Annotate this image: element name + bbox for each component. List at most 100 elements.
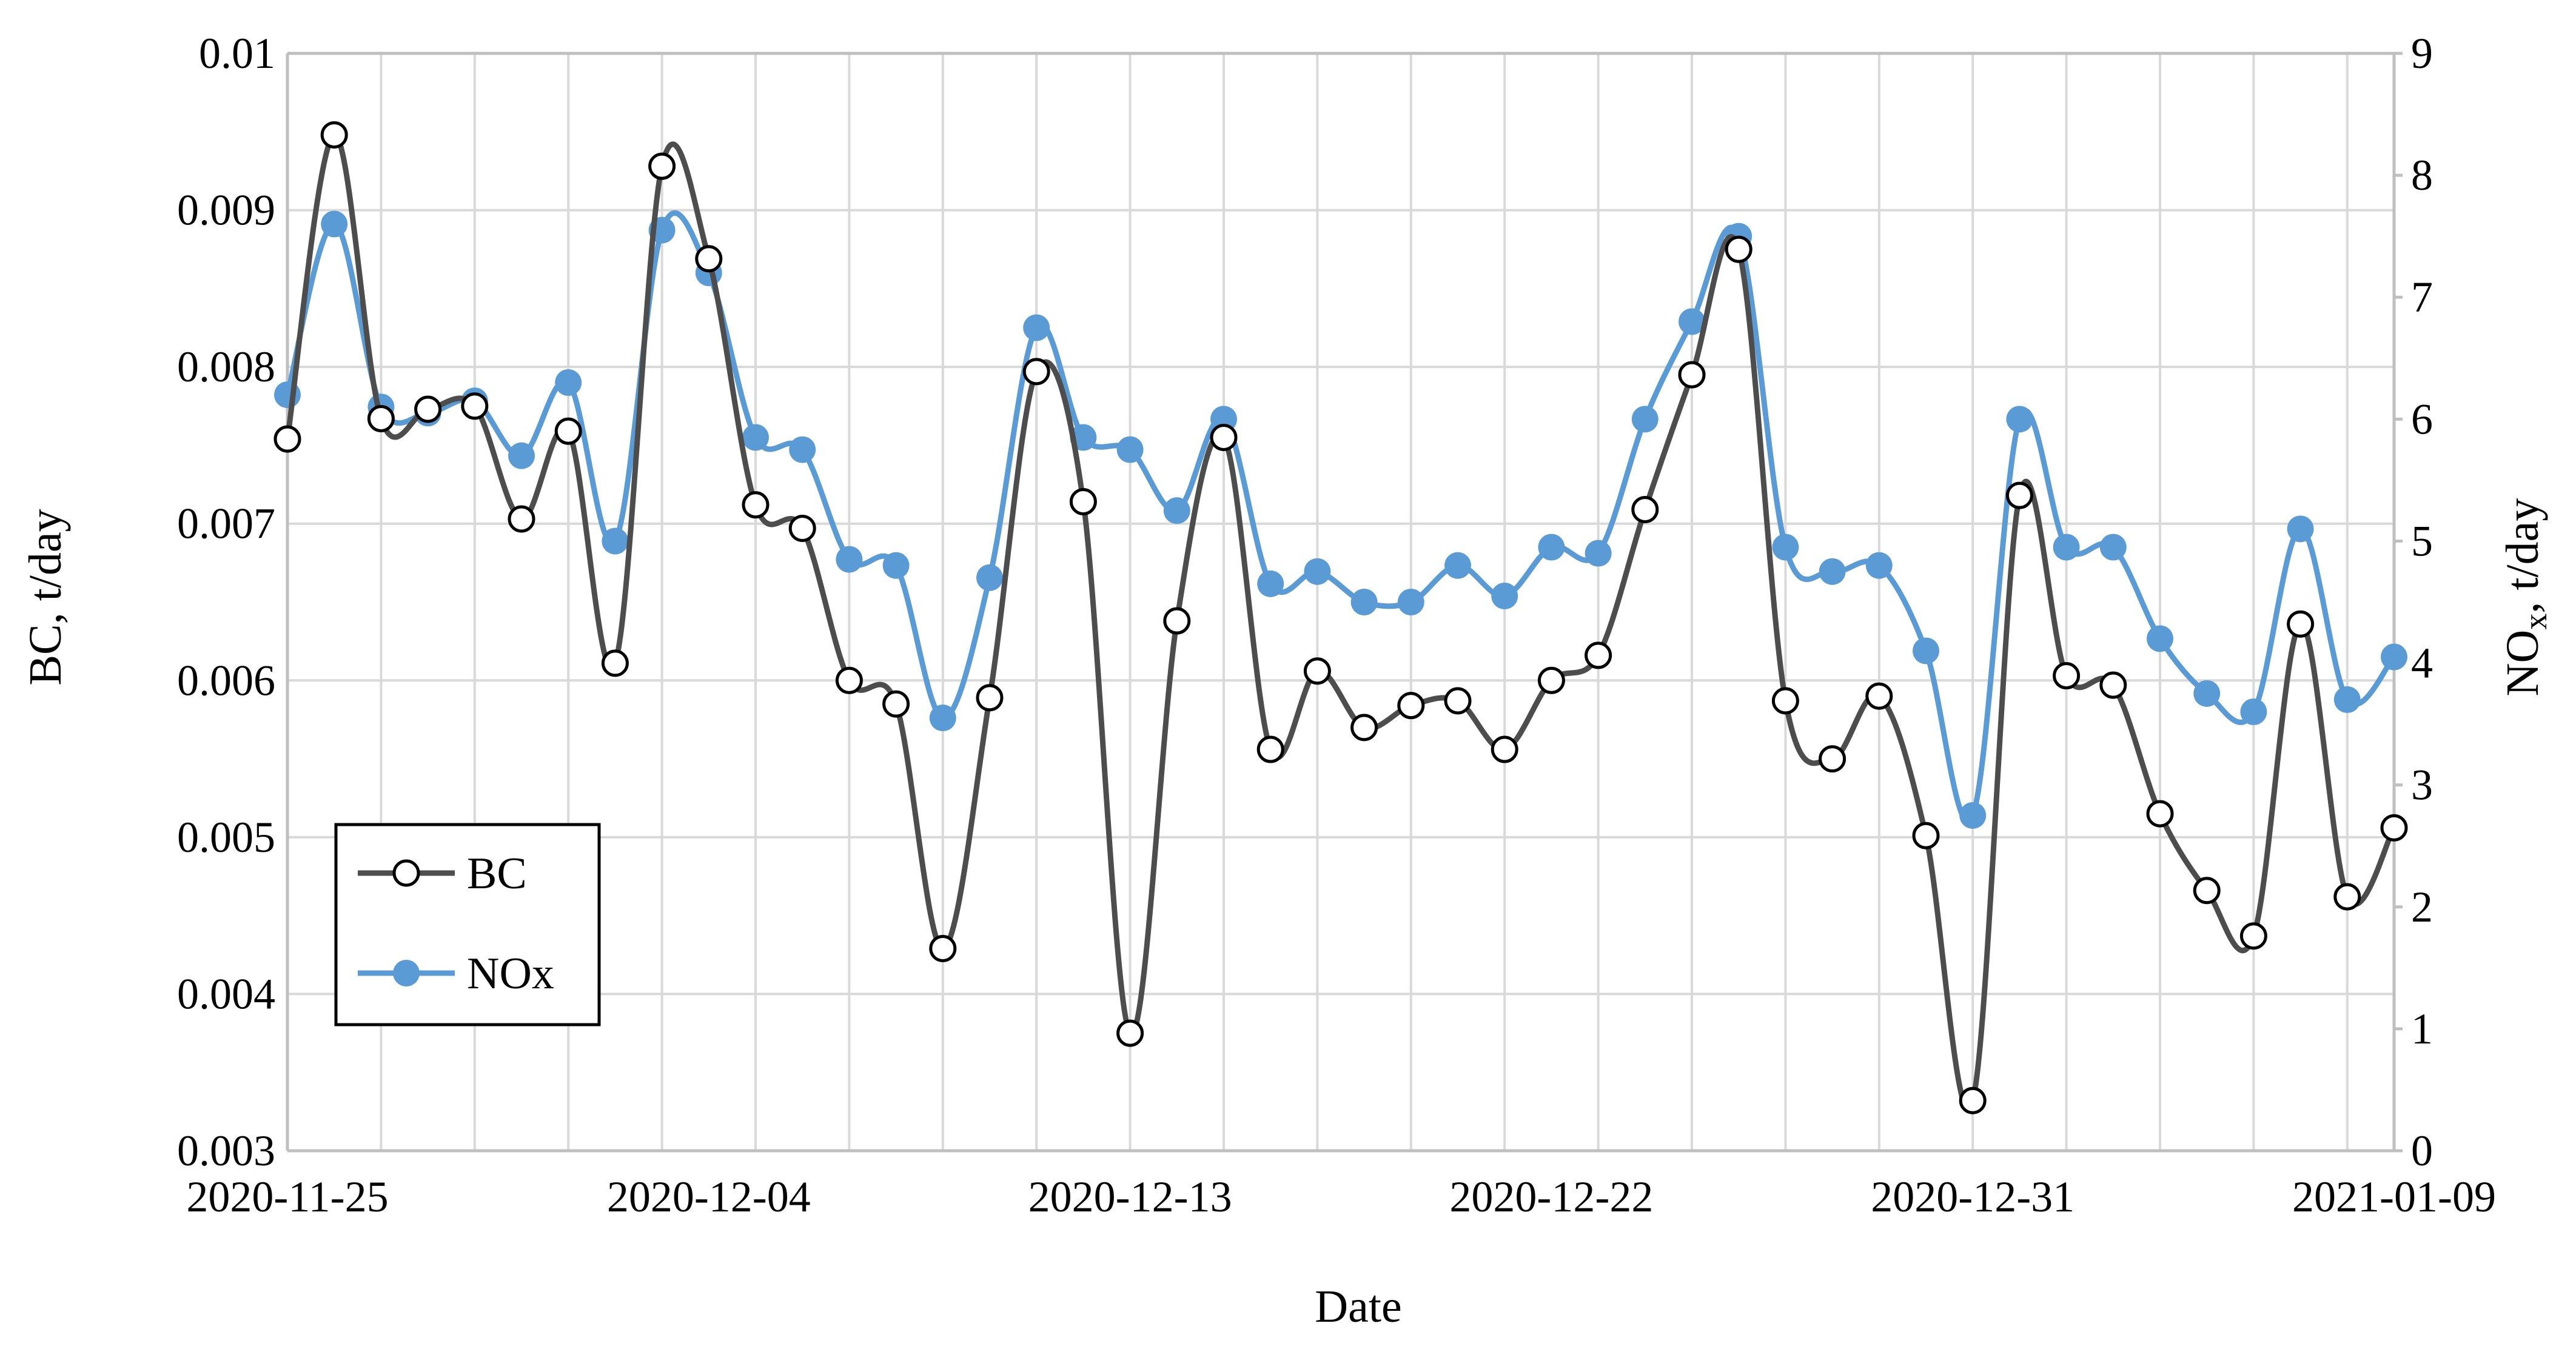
series-line-bc [284,132,2397,1111]
point-nox [742,424,769,451]
point-bc [1959,1087,1987,1114]
legend-nox-marker [393,960,420,986]
y-right-tick-label: 7 [2411,273,2433,321]
y-right-tick-label: 2 [2411,883,2433,931]
point-nox [1444,552,1471,579]
point-nox [789,436,816,463]
y-axis-right-title-unit: , t/day [2497,498,2548,614]
point-bc [1210,424,1238,451]
point-bc [976,684,1004,712]
y-left-tick-label: 0.003 [177,1127,275,1175]
point-bc [1631,495,1659,523]
y-axis-right-title-text: NO [2497,630,2548,697]
point-nox [1679,308,1705,335]
y-left-tick-label: 0.008 [177,343,275,391]
point-nox [555,369,582,396]
point-nox [1116,436,1144,463]
y-axis-right-title-subscript: x [2517,614,2554,630]
legend-box [334,823,601,1026]
x-axis-title: Date [1315,1281,1401,1332]
point-nox [1023,314,1050,341]
point-bc [929,934,957,962]
x-tick-label: 2021-01-09 [2292,1173,2496,1221]
point-bc [1069,488,1097,516]
point-bc [461,392,489,420]
y-left-tick-label: 0.01 [199,29,275,78]
y-left-tick-label: 0.006 [177,656,275,705]
point-nox [1819,558,1846,585]
legend-bc-marker [392,859,420,887]
y-right-tick-label: 0 [2411,1127,2433,1175]
point-bc [508,505,535,533]
point-bc [2333,883,2361,911]
point-bc [1678,361,1706,389]
point-bc [2099,671,2127,699]
point-nox [976,564,1003,591]
y-right-tick-label: 9 [2411,29,2433,78]
legend-bc-label: BC [467,849,527,899]
point-nox [2381,643,2407,671]
legend: BC NOx [334,823,601,1026]
point-bc [1350,714,1378,742]
series-line-nox [284,210,2397,825]
point-nox [1585,540,1612,567]
point-bc [882,690,910,718]
point-bc [273,425,301,453]
point-bc [2146,800,2174,828]
point-bc [742,491,770,519]
point-nox [1538,534,1565,561]
point-nox [2006,406,2033,433]
point-nox [1163,497,1190,524]
y-right-tick-label: 1 [2411,1005,2433,1053]
point-bc [320,121,348,149]
point-nox [321,210,348,238]
point-nox [1491,582,1518,609]
point-bc [1865,682,1893,710]
y-left-tick-label: 0.004 [177,969,275,1018]
point-nox [1865,552,1893,579]
point-bc [1256,735,1284,763]
x-tick-label: 2020-12-04 [607,1173,811,1221]
point-bc [695,245,723,273]
y-axis-left-title: BC, t/day [20,509,71,685]
point-nox [508,442,535,469]
y-right-tick-label: 8 [2411,151,2433,199]
point-bc [1912,822,1940,849]
point-bc [367,404,395,432]
point-bc [648,152,676,180]
point-bc [1819,745,1846,773]
point-bc [2193,877,2221,905]
point-bc [2287,610,2315,638]
grid [286,52,2394,1152]
series-nox [274,210,2407,829]
y-right-tick-label: 5 [2411,517,2433,565]
point-bc [601,649,629,677]
y-axis-right-title: NOx, t/day [2497,498,2554,697]
point-bc [2005,481,2033,509]
series-layer [273,121,2408,1114]
point-nox [1913,637,1939,665]
point-bc [1585,641,1612,669]
point-nox [2193,680,2221,707]
point-nox [2240,698,2267,725]
point-nox [1772,534,1799,561]
point-nox [929,705,956,732]
point-bc [1537,666,1565,694]
x-tick-label: 2020-12-13 [1028,1173,1232,1221]
y-left-tick-label: 0.007 [177,500,275,548]
legend-nox-label: NOx [467,949,554,999]
point-bc [788,514,816,542]
point-nox [2333,686,2361,713]
point-bc [1163,607,1191,635]
point-nox [1257,570,1284,597]
point-nox [2147,625,2173,652]
point-bc [1725,235,1753,263]
point-bc [2053,662,2081,690]
point-nox [2053,534,2080,561]
point-bc [1491,735,1518,763]
point-bc [414,395,442,423]
point-nox [1631,406,1659,433]
y-right-tick-label: 6 [2411,395,2433,443]
point-bc [1771,687,1799,715]
